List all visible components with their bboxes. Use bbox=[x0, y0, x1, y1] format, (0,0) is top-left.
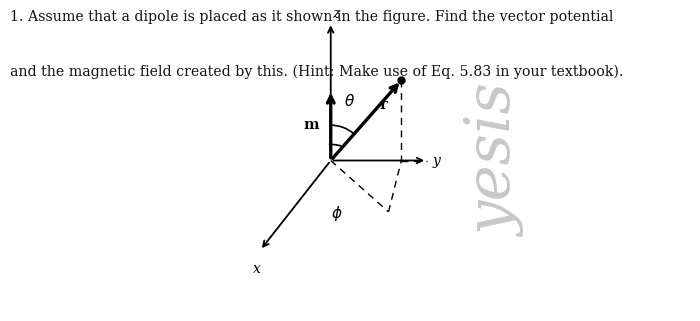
Text: r: r bbox=[380, 98, 388, 112]
Text: $\theta$: $\theta$ bbox=[344, 93, 355, 109]
Text: m: m bbox=[304, 118, 319, 132]
Text: and the magnetic field created by this. (Hint: Make use of Eq. 5.83 in your text: and the magnetic field created by this. … bbox=[10, 64, 624, 79]
Text: z: z bbox=[332, 7, 340, 21]
Text: y: y bbox=[433, 153, 441, 168]
Text: x: x bbox=[253, 262, 261, 276]
Text: yesis: yesis bbox=[466, 84, 526, 237]
Text: $\phi$: $\phi$ bbox=[331, 204, 343, 223]
Text: 1. Assume that a dipole is placed as it shown in the figure. Find the vector pot: 1. Assume that a dipole is placed as it … bbox=[10, 10, 614, 24]
